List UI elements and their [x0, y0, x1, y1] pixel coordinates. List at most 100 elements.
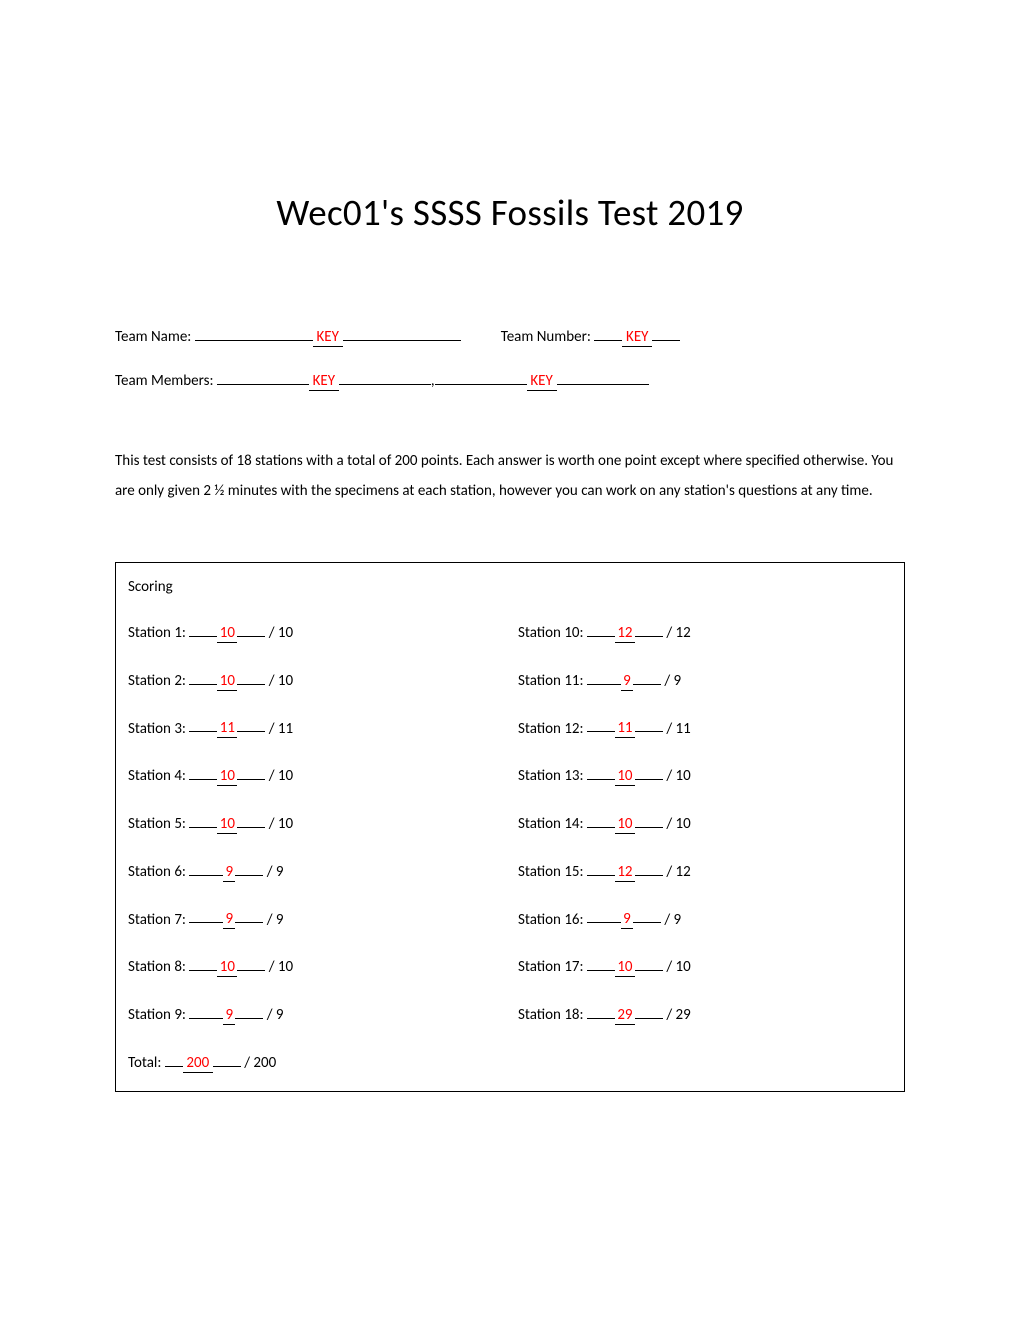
scoring-row: Station 9: 9 / 9 [116, 990, 510, 1038]
station-score: 11 [217, 719, 237, 738]
slash: / [663, 624, 676, 642]
underline [237, 717, 265, 733]
station-score: 9 [223, 1006, 235, 1025]
team-number-key: KEY [622, 328, 652, 347]
team-name-key: KEY [313, 328, 343, 347]
slash: / [263, 863, 276, 881]
scoring-row: Station 3: 11 / 11 [116, 704, 510, 752]
underline [587, 860, 615, 876]
underline [587, 908, 621, 924]
scoring-grid: Station 1: 10 / 10Station 2: 10 / 10Stat… [116, 608, 904, 1038]
underline [587, 1003, 615, 1019]
scoring-row: Station 10: 12 / 12 [510, 608, 904, 656]
station-label: Station 9: [128, 1006, 189, 1024]
slash: / [663, 1006, 676, 1024]
slash: / [663, 958, 676, 976]
scoring-row: Station 12: 11 / 11 [510, 704, 904, 752]
team-members-line: Team Members: KEY , KEY [115, 369, 905, 391]
station-score: 10 [217, 767, 237, 786]
underline [217, 369, 309, 385]
underline [343, 325, 461, 341]
underline [189, 955, 217, 971]
station-max: 9 [276, 1006, 284, 1024]
station-score: 10 [615, 958, 635, 977]
scoring-row: Station 2: 10 / 10 [116, 656, 510, 704]
station-score: 10 [615, 815, 635, 834]
slash: / [265, 767, 278, 785]
slash: / [265, 815, 278, 833]
slash: / [263, 1006, 276, 1024]
station-label: Station 16: [518, 910, 587, 928]
underline [195, 325, 313, 341]
underline [594, 325, 622, 341]
underline [189, 860, 223, 876]
team-member-2-key: KEY [527, 372, 557, 391]
slash: / [663, 719, 676, 737]
underline [587, 955, 615, 971]
station-label: Station 4: [128, 767, 189, 785]
scoring-heading: Scoring [116, 563, 904, 608]
underline [635, 860, 663, 876]
underline [635, 621, 663, 637]
underline [635, 812, 663, 828]
underline [235, 1003, 263, 1019]
station-label: Station 15: [518, 863, 587, 881]
station-max: 10 [278, 958, 293, 976]
underline [189, 1003, 223, 1019]
station-score: 10 [217, 815, 237, 834]
scoring-row: Station 7: 9 / 9 [116, 895, 510, 943]
scoring-row: Station 17: 10 / 10 [510, 942, 904, 990]
station-max: 12 [676, 863, 691, 881]
station-label: Station 17: [518, 958, 587, 976]
station-max: 11 [278, 719, 293, 737]
total-row: Total: 200 / 200 [116, 1038, 904, 1091]
scoring-row: Station 6: 9 / 9 [116, 847, 510, 895]
station-label: Station 3: [128, 719, 189, 737]
station-max: 10 [278, 672, 293, 690]
underline [652, 325, 680, 341]
scoring-row: Station 14: 10 / 10 [510, 799, 904, 847]
station-label: Station 13: [518, 767, 587, 785]
underline [189, 717, 217, 733]
station-max: 9 [276, 863, 284, 881]
underline [587, 812, 615, 828]
slash: / [663, 767, 676, 785]
underline [587, 764, 615, 780]
station-label: Station 11: [518, 672, 587, 690]
slash: / [263, 910, 276, 928]
station-max: 10 [278, 767, 293, 785]
scoring-row: Station 5: 10 / 10 [116, 799, 510, 847]
station-max: 10 [676, 958, 691, 976]
slash: / [265, 672, 278, 690]
station-label: Station 5: [128, 815, 189, 833]
station-label: Station 8: [128, 958, 189, 976]
underline [189, 669, 217, 685]
scoring-col-left: Station 1: 10 / 10Station 2: 10 / 10Stat… [116, 608, 510, 1038]
team-member-1-key: KEY [309, 372, 339, 391]
underline [435, 369, 527, 385]
underline [189, 621, 217, 637]
underline [237, 669, 265, 685]
total-score: 200 [183, 1054, 213, 1073]
station-max: 29 [676, 1006, 691, 1024]
station-max: 9 [674, 910, 682, 928]
underline [633, 669, 661, 685]
station-max: 9 [674, 672, 682, 690]
station-score: 29 [615, 1006, 635, 1025]
station-score: 9 [223, 863, 235, 882]
underline [235, 860, 263, 876]
slash: / [661, 910, 674, 928]
scoring-row: Station 4: 10 / 10 [116, 751, 510, 799]
scoring-row: Station 18: 29 / 29 [510, 990, 904, 1038]
team-name-label: Team Name: [115, 328, 195, 346]
underline [237, 764, 265, 780]
underline [635, 955, 663, 971]
scoring-row: Station 8: 10 / 10 [116, 942, 510, 990]
slash: / [265, 958, 278, 976]
station-score: 10 [217, 958, 237, 977]
slash: / [661, 672, 674, 690]
underline [189, 812, 217, 828]
scoring-col-right: Station 10: 12 / 12 Station 11: 9 / 9 Stat… [510, 608, 904, 1038]
station-max: 10 [676, 767, 691, 785]
station-max: 11 [676, 719, 691, 737]
